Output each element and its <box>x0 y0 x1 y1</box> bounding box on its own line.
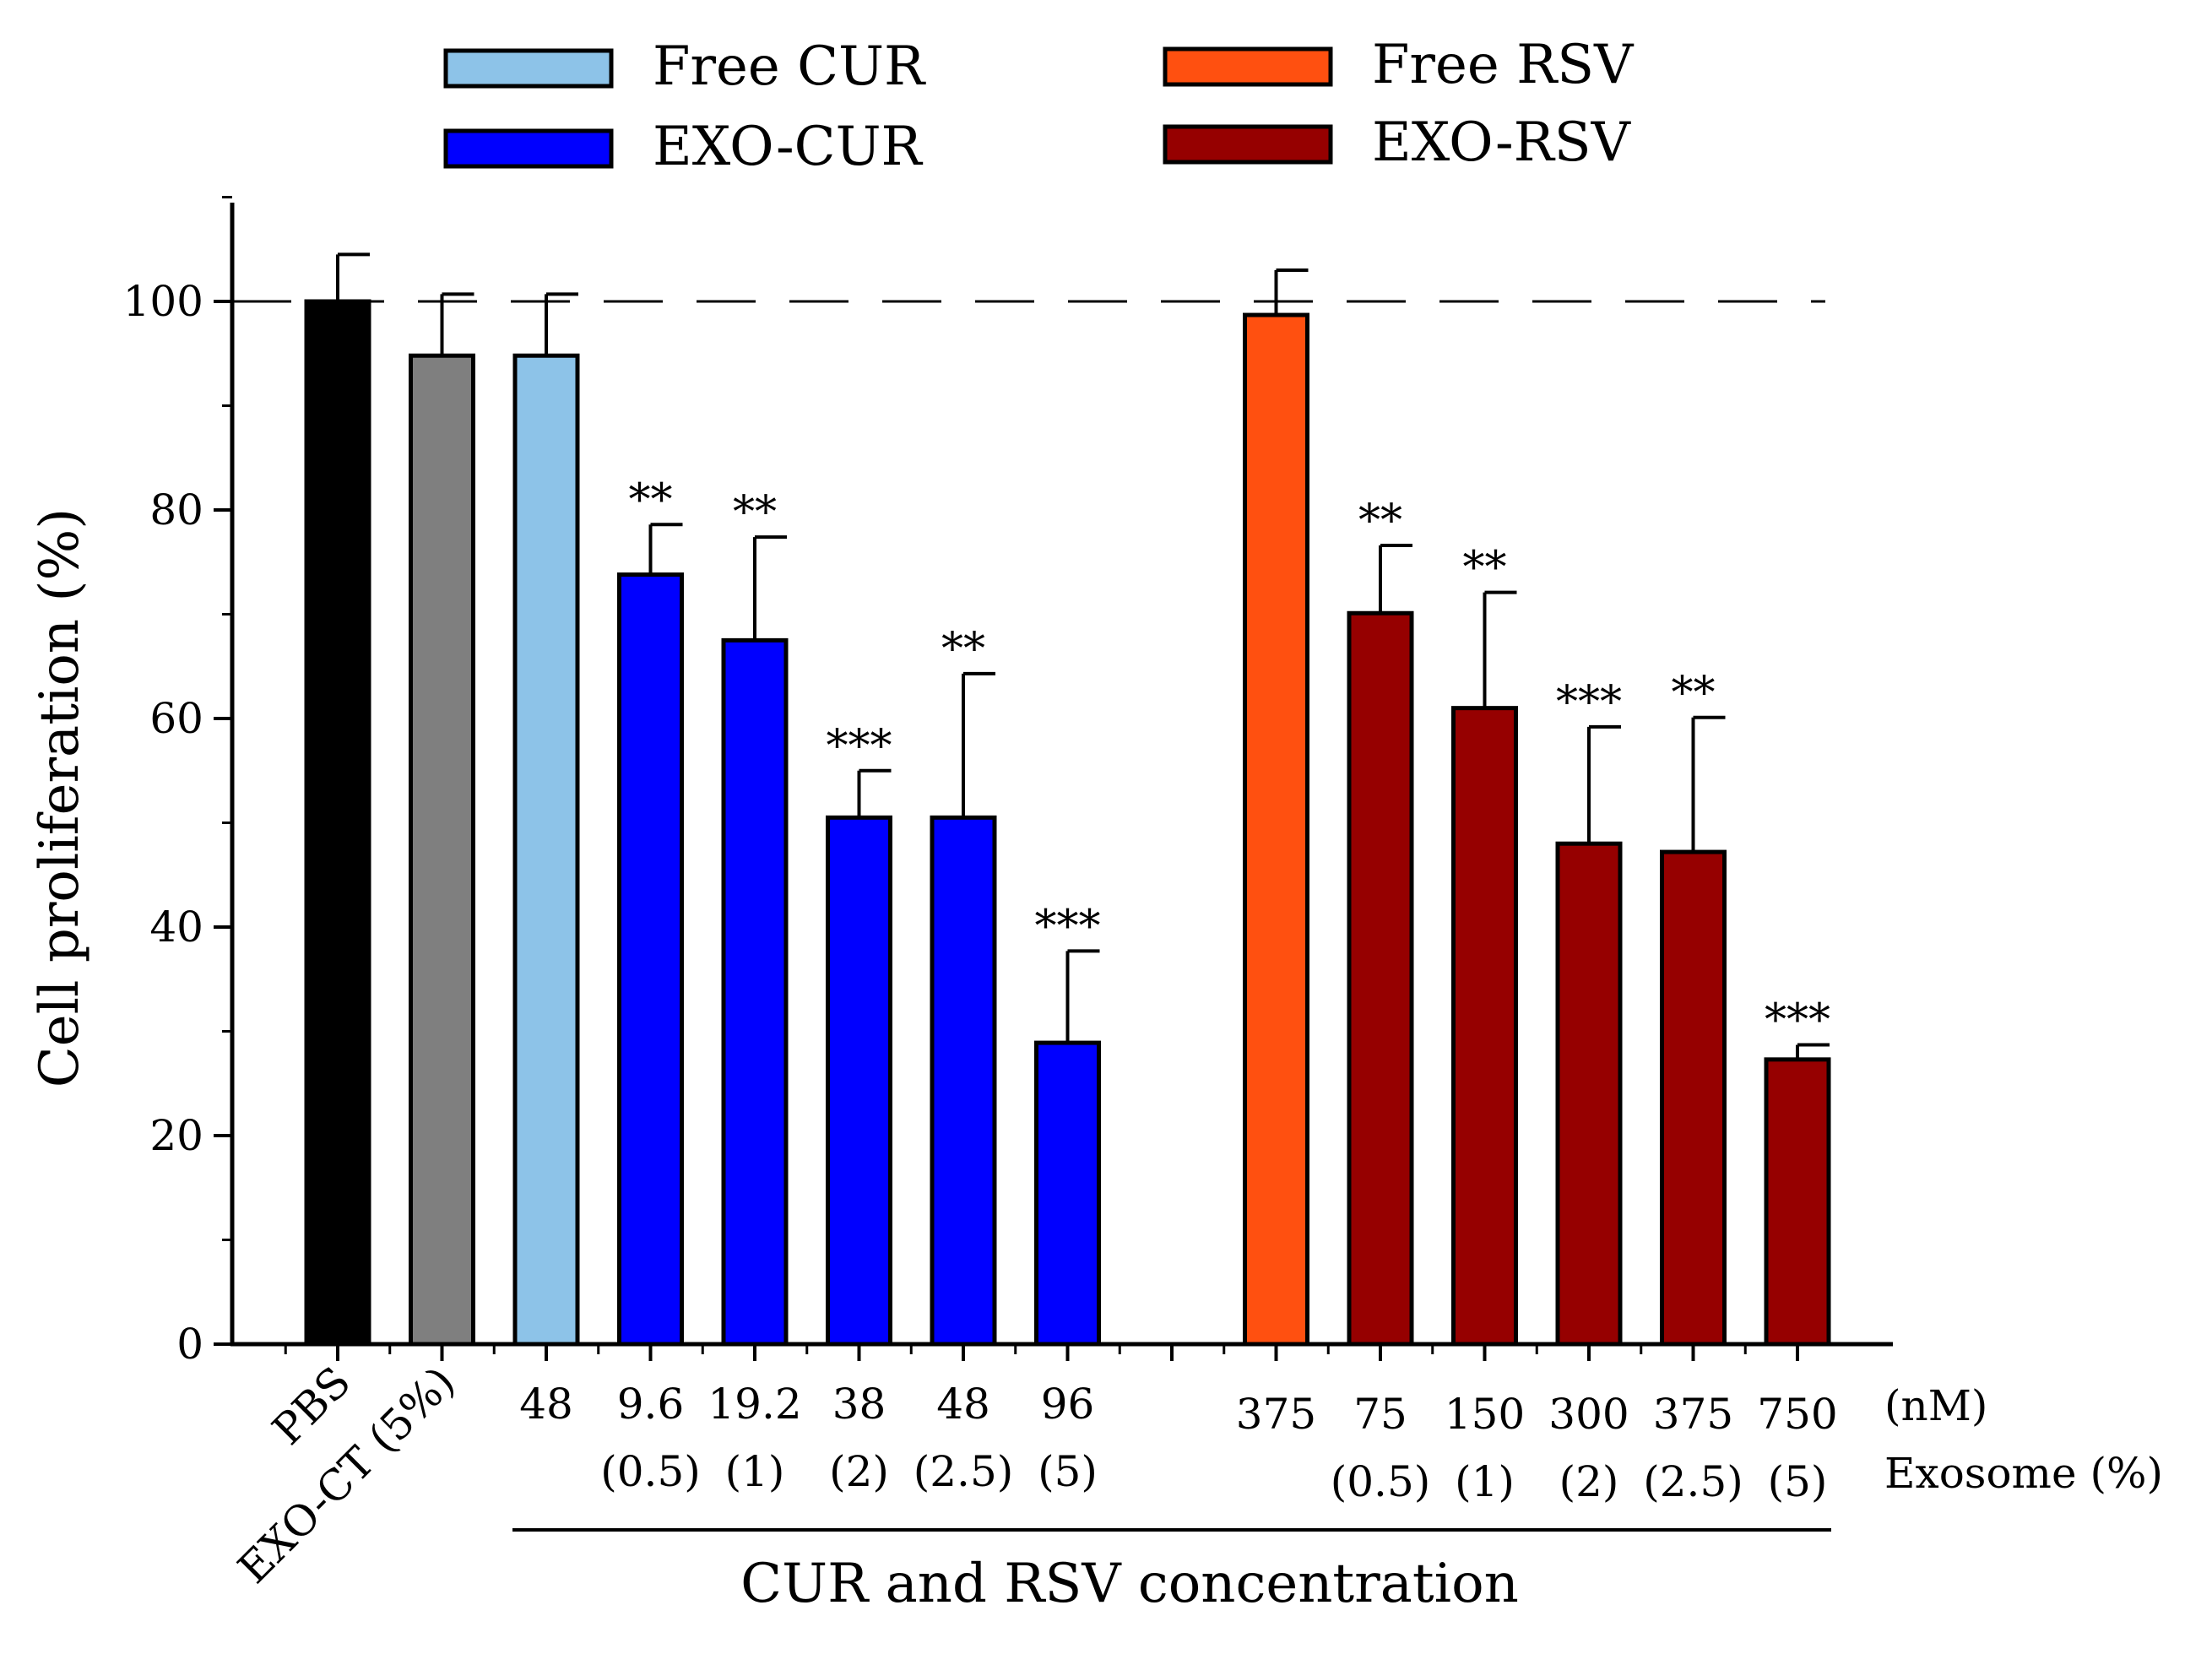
bars <box>304 252 1831 1347</box>
significance-label-6: ** <box>941 624 985 675</box>
bar-6 <box>930 815 997 1347</box>
y-tick-label-60: 60 <box>149 694 203 743</box>
category-label-7: 96 <box>1041 1380 1095 1429</box>
category-sublabel-10: (1) <box>1455 1457 1515 1506</box>
bar-7 <box>1034 1040 1101 1347</box>
x-axis-label: CUR and RSV concentration <box>740 1553 1519 1615</box>
bar-9 <box>1347 610 1414 1347</box>
category-sublabel-6: (2.5) <box>914 1447 1014 1496</box>
legend-label-2: Free RSV <box>1372 34 1635 96</box>
legend: Free CUR EXO-CUR Free RSV EXO-RSV <box>443 34 1635 178</box>
category-sublabel-7: (5) <box>1038 1447 1098 1496</box>
bar-12 <box>1660 849 1727 1347</box>
y-tick-label-80: 80 <box>149 485 203 534</box>
bar-10 <box>1451 706 1518 1347</box>
category-label-10: 150 <box>1445 1390 1525 1439</box>
bar-2 <box>512 353 580 1347</box>
row-label-concentration: (nM) <box>1884 1381 1987 1430</box>
bar-5 <box>826 815 892 1347</box>
category-label-3: 9.6 <box>617 1380 685 1429</box>
y-axis-label: Cell proliferation (%) <box>29 508 91 1088</box>
significance-label-7: *** <box>1035 901 1101 952</box>
category-sublabel-4: (1) <box>725 1447 785 1496</box>
category-sublabel-9: (0.5) <box>1331 1457 1431 1506</box>
legend-label-3: EXO-RSV <box>1372 111 1632 174</box>
row-label-exosome: Exosome (%) <box>1884 1449 2163 1498</box>
legend-swatch-2 <box>1163 46 1333 87</box>
significance-label-4: ** <box>733 487 777 538</box>
axes <box>214 196 1893 1532</box>
y-tick-label-40: 40 <box>149 903 203 952</box>
category-label-13: 750 <box>1757 1390 1837 1439</box>
labels: ** ***************** *****020406080100PBSE… <box>123 277 2163 1593</box>
category-label-0: PBS <box>263 1357 360 1454</box>
bar-1 <box>409 353 475 1347</box>
category-label-2: 48 <box>519 1380 573 1429</box>
significance-label-10: ** <box>1463 543 1507 594</box>
significance-label-5: *** <box>827 721 892 772</box>
category-sublabel-5: (2) <box>829 1447 889 1496</box>
bar-3 <box>617 572 684 1347</box>
bar-8 <box>1243 312 1309 1347</box>
category-sublabel-13: (5) <box>1768 1457 1828 1506</box>
category-sublabel-3: (0.5) <box>600 1447 701 1496</box>
y-tick-label-0: 0 <box>176 1320 203 1369</box>
bar-11 <box>1555 841 1623 1347</box>
category-label-12: 375 <box>1653 1390 1733 1439</box>
significance-label-12: ** <box>1672 668 1716 719</box>
category-label-11: 300 <box>1548 1390 1629 1439</box>
y-tick-label-20: 20 <box>149 1111 203 1160</box>
legend-swatch-3 <box>1163 124 1333 165</box>
bar-13 <box>1764 1057 1831 1347</box>
significance-label-3: ** <box>629 475 673 525</box>
legend-label-1: EXO-CUR <box>653 116 924 178</box>
category-label-6: 48 <box>936 1380 990 1429</box>
legend-label-0: Free CUR <box>653 35 926 98</box>
significance-label-11: *** <box>1556 677 1622 728</box>
category-label-8: 375 <box>1236 1390 1316 1439</box>
legend-swatch-1 <box>443 128 614 169</box>
significance-label-9: ** <box>1358 496 1402 546</box>
bar-4 <box>721 637 789 1347</box>
significance-label-13: *** <box>1765 995 1830 1046</box>
legend-swatch-0 <box>443 48 614 89</box>
category-sublabel-11: (2) <box>1559 1457 1619 1506</box>
category-label-4: 19.2 <box>708 1380 801 1429</box>
category-label-5: 38 <box>832 1380 886 1429</box>
y-tick-label-100: 100 <box>123 277 203 326</box>
bar-0 <box>304 299 371 1347</box>
category-sublabel-12: (2.5) <box>1643 1457 1743 1506</box>
category-label-9: 75 <box>1353 1390 1407 1439</box>
